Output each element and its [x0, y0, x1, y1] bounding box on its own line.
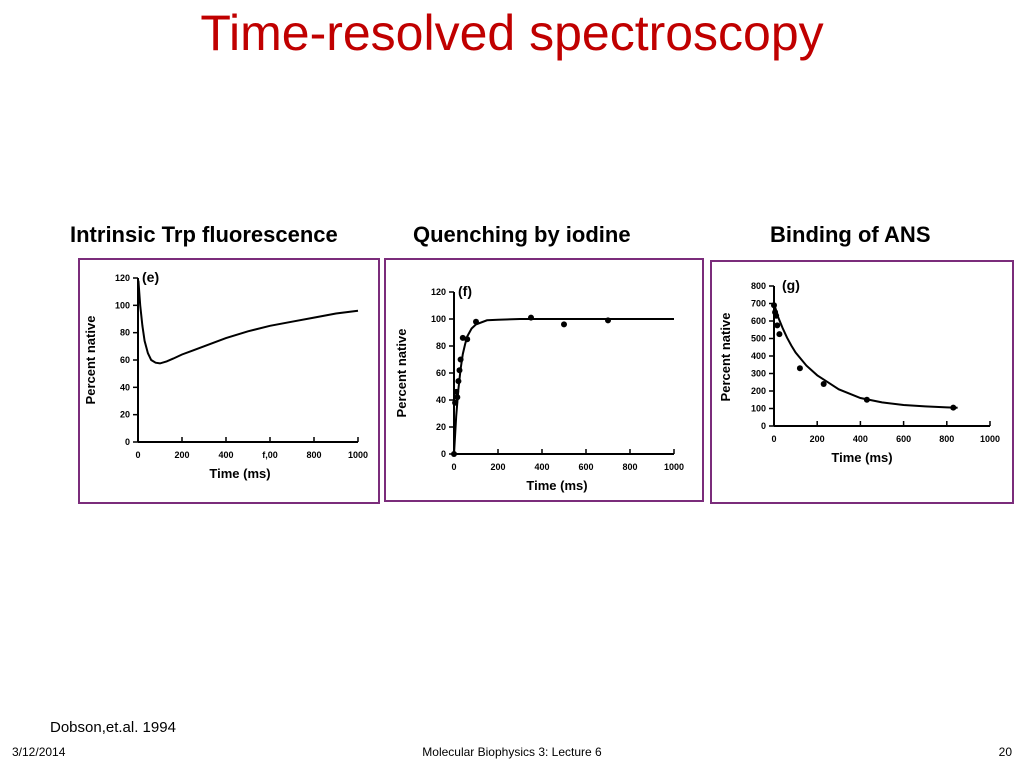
chart-panel-e: 0 200 400 f,00 800 1000 0 20 40 60 80 100 120 Time (m… [78, 258, 380, 504]
y-tick-label: 120 [431, 287, 446, 297]
footer-lecture: Molecular Biophysics 3: Lecture 6 [422, 745, 602, 759]
x-tick-label: 800 [622, 462, 637, 472]
fit-curve [453, 318, 674, 455]
y-tick-label: 700 [751, 299, 766, 309]
data-point [950, 404, 957, 411]
data-point [451, 451, 457, 457]
x-tick-label: 600 [578, 462, 593, 472]
data-point [528, 314, 534, 321]
data-point [561, 321, 567, 328]
data-point [773, 312, 780, 319]
footer-date: 3/12/2014 [12, 745, 66, 759]
data-point [774, 322, 781, 329]
x-tick-label: 200 [174, 450, 189, 460]
panel-title-ans-binding: Binding of ANS [770, 222, 931, 247]
y-tick-label: 100 [751, 404, 766, 414]
y-axis-label: Percent native [394, 329, 409, 418]
data-point [457, 356, 464, 363]
y-tick-label: 120 [115, 273, 130, 283]
y-tick-label: 60 [436, 368, 446, 378]
y-tick-label: 80 [436, 341, 446, 351]
y-tick-label: 40 [436, 395, 446, 405]
data-point [456, 367, 463, 374]
x-tick-label: 0 [451, 462, 456, 472]
data-point [473, 318, 479, 325]
y-tick-label: 100 [115, 300, 130, 310]
citation: Dobson,et.al. 1994 [50, 719, 176, 736]
y-tick-label: 0 [441, 449, 446, 459]
panel-letter: (e) [142, 269, 159, 285]
x-tick-label: 200 [490, 462, 505, 472]
slide-title: Time-resolved spectroscopy [200, 5, 824, 61]
fit-curve [773, 303, 958, 409]
chart-g: 0 200 400 600 800 1000 0 100 200 300 400 500 600 700 8… [718, 277, 1000, 465]
y-tick-label: 100 [431, 314, 446, 324]
x-axis-label: Time (ms) [526, 478, 587, 493]
x-tick-label: 400 [534, 462, 549, 472]
x-tick-label: 200 [810, 434, 825, 444]
y-axis-label: Percent native [718, 313, 733, 402]
x-tick-label: 400 [218, 450, 233, 460]
y-tick-label: 60 [120, 355, 130, 365]
chart-f: 0 200 400 600 800 1000 0 20 40 60 80 100 120 Time (ms… [394, 283, 684, 493]
y-tick-label: 0 [761, 421, 766, 431]
panel-letter: (f) [458, 283, 472, 299]
x-tick-label: 400 [853, 434, 868, 444]
x-tick-label: 800 [306, 450, 321, 460]
y-axis-label: Percent native [83, 316, 98, 405]
chart-e: 0 200 400 f,00 800 1000 0 20 40 60 80 100 120 Time (m… [83, 269, 368, 481]
fit-curve [137, 280, 359, 365]
footer-page-number: 20 [998, 745, 1012, 759]
x-tick-label: 1000 [980, 434, 1000, 444]
chart-panel-f: 0 200 400 600 800 1000 0 20 40 60 80 100 120 Time (ms… [384, 258, 704, 502]
data-point [464, 336, 471, 343]
data-point [452, 399, 459, 406]
y-tick-label: 80 [120, 328, 130, 338]
x-tick-label: 1000 [348, 450, 368, 460]
data-point [776, 331, 783, 338]
x-tick-label: 1000 [664, 462, 684, 472]
x-tick-label: 600 [896, 434, 911, 444]
x-axis-label: Time (ms) [209, 466, 270, 481]
data-point [771, 302, 777, 309]
x-tick-label: f,00 [262, 450, 278, 460]
y-tick-label: 400 [751, 351, 766, 361]
y-tick-label: 20 [120, 410, 130, 420]
x-axis-label: Time (ms) [831, 450, 892, 465]
y-tick-label: 300 [751, 369, 766, 379]
y-tick-label: 200 [751, 386, 766, 396]
y-tick-label: 0 [125, 437, 130, 447]
data-point [820, 381, 827, 387]
data-point [605, 317, 611, 324]
y-tick-label: 20 [436, 422, 446, 432]
x-tick-label: 800 [939, 434, 954, 444]
x-tick-label: 0 [135, 450, 140, 460]
data-point [796, 365, 803, 372]
panel-title-trp-fluorescence: Intrinsic Trp fluorescence [70, 222, 338, 247]
y-tick-label: 40 [120, 382, 130, 392]
x-tick-label: 0 [771, 434, 776, 444]
chart-panel-g: 0 200 400 600 800 1000 0 100 200 300 400 500 600 700 8… [710, 260, 1014, 504]
data-point [453, 388, 460, 395]
y-tick-label: 600 [751, 316, 766, 326]
y-tick-label: 800 [751, 281, 766, 291]
data-point [455, 378, 462, 385]
y-tick-label: 500 [751, 334, 766, 344]
panel-title-iodine-quenching: Quenching by iodine [413, 222, 631, 247]
data-point [863, 396, 870, 403]
data-point [454, 394, 461, 401]
panel-letter: (g) [782, 277, 800, 293]
